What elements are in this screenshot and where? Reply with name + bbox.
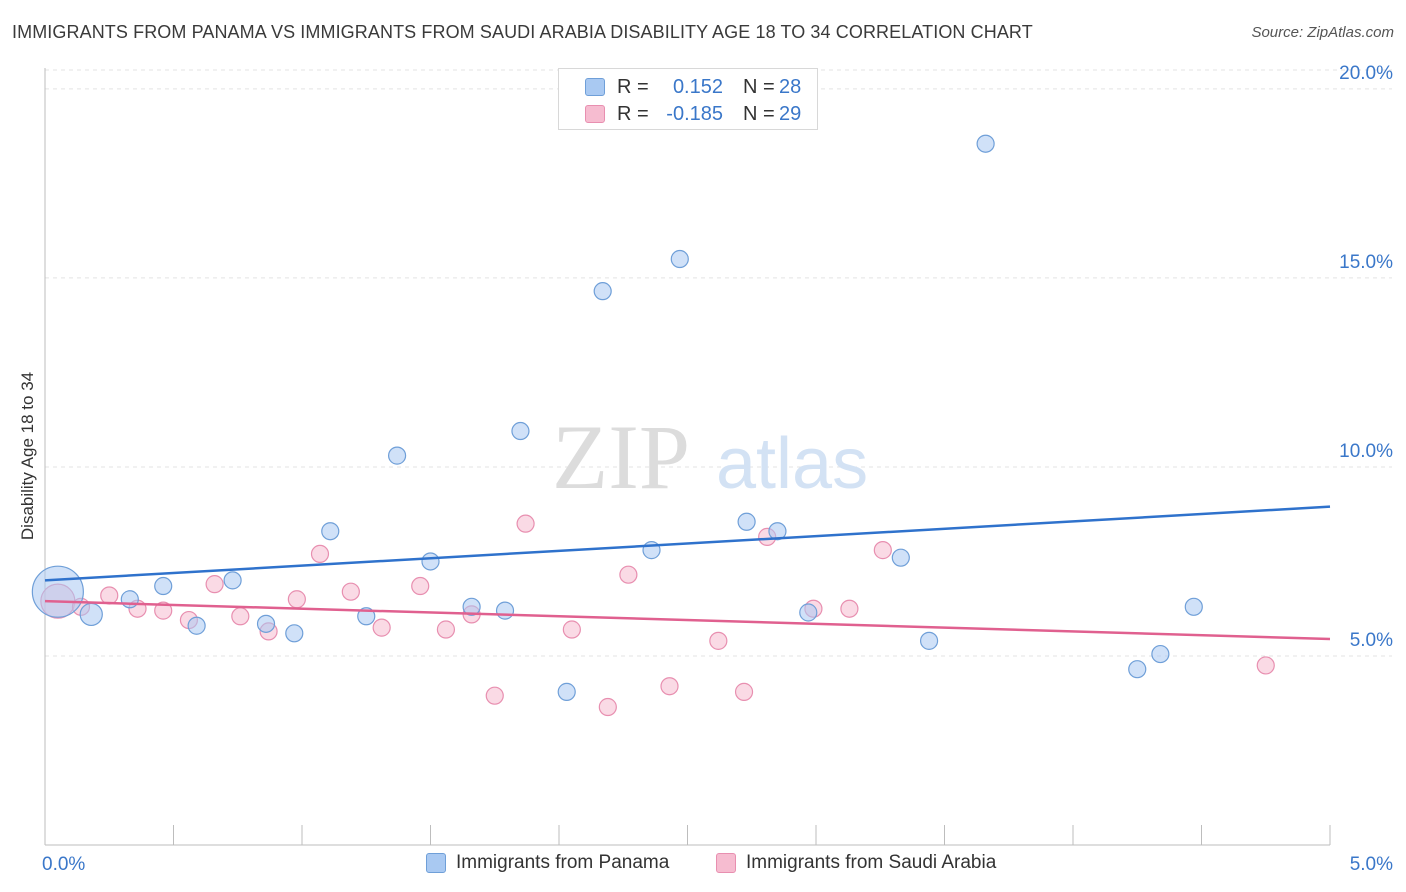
saudi-point xyxy=(287,590,306,609)
x-tick-label: 5.0% xyxy=(1350,854,1393,875)
trend-lines xyxy=(44,505,1331,641)
legend-swatch-saudi xyxy=(585,105,605,123)
panama-point xyxy=(462,597,481,616)
saudi-point xyxy=(840,599,859,618)
watermark-zip: ZIP xyxy=(552,406,690,508)
panama-point xyxy=(1128,660,1147,679)
y-tick-label: 10.0% xyxy=(1339,441,1393,462)
watermark-atlas: atlas xyxy=(716,424,868,504)
legend-swatch-panama xyxy=(585,78,605,96)
y-tick-label: 20.0% xyxy=(1339,63,1393,84)
legend-n-value: 28 xyxy=(779,75,802,98)
saudi-point xyxy=(1256,656,1275,675)
legend-row-saudi: R = -0.185 N = 29 xyxy=(585,102,801,126)
legend-row-panama: R = 0.152 N = 28 xyxy=(585,75,801,99)
saudi-point xyxy=(516,514,535,533)
panama-point xyxy=(31,565,84,618)
saudi-point xyxy=(660,677,679,696)
panama-point xyxy=(919,631,939,650)
saudi-point xyxy=(341,582,360,601)
panama-point xyxy=(1151,644,1170,664)
correlation-legend: R = 0.152 N = 28 R = -0.185 N = 29 xyxy=(558,68,818,130)
saudi-point xyxy=(310,544,330,564)
panama-point xyxy=(593,282,612,301)
y-tick-label: 15.0% xyxy=(1339,252,1393,273)
saudi-point xyxy=(154,601,173,620)
series-legend-saudi: Immigrants from Saudi Arabia xyxy=(716,852,996,874)
panama-point xyxy=(285,624,304,643)
source-label: Source: ZipAtlas.com xyxy=(1251,24,1394,41)
saudi-point xyxy=(205,575,224,594)
panama-point xyxy=(421,552,440,571)
y-axis-label: Disability Age 18 to 34 xyxy=(18,371,37,541)
chart-title: IMMIGRANTS FROM PANAMA VS IMMIGRANTS FRO… xyxy=(12,22,1033,42)
saudi-point xyxy=(734,682,754,701)
panama-point xyxy=(256,614,276,633)
saudi-point xyxy=(436,620,456,639)
legend-n-value: 29 xyxy=(779,102,802,125)
panama-point xyxy=(511,421,530,441)
panama-point xyxy=(79,602,103,627)
legend-r-label: R = xyxy=(617,75,649,98)
series-swatch-saudi xyxy=(716,853,736,873)
saudi-point xyxy=(873,541,892,560)
panama-point xyxy=(357,607,376,626)
y-tick-labels: 5.0% 10.0% 15.0% 20.0% xyxy=(1339,63,1393,651)
saudi-point xyxy=(619,565,638,584)
trend-line-panama xyxy=(44,505,1331,582)
panama-point xyxy=(154,576,173,596)
x-tick-label: 0.0% xyxy=(42,854,85,875)
trend-line-saudi xyxy=(44,599,1331,641)
saudi-point xyxy=(709,631,728,650)
x-tick-labels: 0.0% 5.0% xyxy=(42,854,1393,875)
series-name-panama: Immigrants from Panama xyxy=(456,852,670,873)
panama-point xyxy=(223,571,242,590)
legend-r-value: 0.152 xyxy=(672,75,723,98)
panama-point xyxy=(557,682,576,701)
panama-point xyxy=(387,446,407,465)
saudi-point xyxy=(411,576,430,596)
saudi-point xyxy=(372,618,391,637)
saudi-point xyxy=(100,586,119,605)
legend-n-label: N = xyxy=(743,102,775,125)
panama-point xyxy=(1184,597,1203,616)
saudi-point xyxy=(485,686,504,705)
saudi-point xyxy=(598,697,617,717)
saudi-point xyxy=(231,607,250,626)
legend-n-label: N = xyxy=(743,75,775,98)
saudi-point xyxy=(562,620,581,639)
panama-point xyxy=(495,601,515,620)
panama-point xyxy=(768,522,787,541)
y-tick-label: 5.0% xyxy=(1350,630,1393,651)
panama-point xyxy=(737,512,756,531)
series-swatch-panama xyxy=(426,853,446,873)
axes xyxy=(44,68,1331,846)
panama-point xyxy=(187,616,206,635)
panama-point xyxy=(891,548,910,567)
panama-point xyxy=(670,249,689,269)
panama-point xyxy=(799,603,818,622)
panama-point xyxy=(321,522,340,541)
legend-r-label: R = xyxy=(617,102,649,125)
series-name-saudi: Immigrants from Saudi Arabia xyxy=(746,852,997,873)
panama-point xyxy=(976,134,995,153)
legend-r-value: -0.185 xyxy=(666,102,723,125)
series-legend-panama: Immigrants from Panama xyxy=(426,852,669,874)
panama-point xyxy=(120,590,139,609)
